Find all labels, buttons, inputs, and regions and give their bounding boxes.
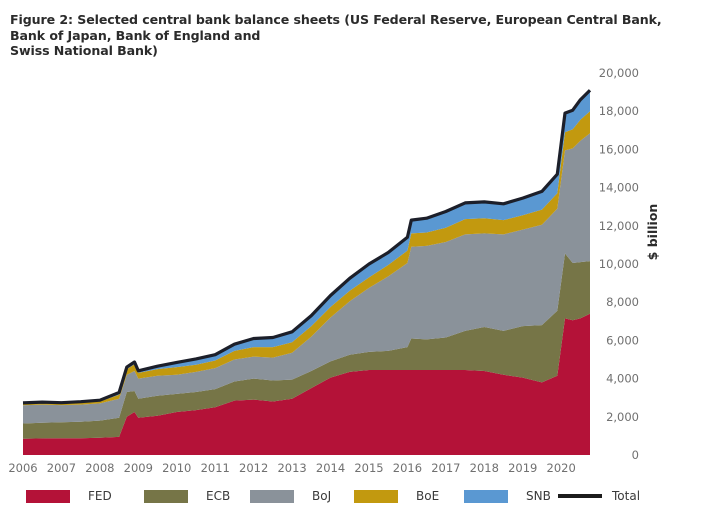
stacked-area-chart: 0 2,000 4,000 6,000 8,000 10,000 12,000 14,000 1… — [8, 66, 660, 475]
legend-label: Total — [612, 489, 641, 503]
x-tick-label: 2007 — [47, 461, 76, 475]
legend-label: SNB — [526, 489, 551, 503]
legend-label: BoE — [416, 489, 440, 503]
y-tick-label: 20,000 — [599, 66, 639, 80]
y-tick-label: 14,000 — [599, 181, 639, 195]
x-tick-label: 2015 — [354, 461, 383, 475]
y-tick-label: 18,000 — [599, 104, 639, 118]
y-tick-label: 4,000 — [606, 372, 639, 386]
legend-label: BoJ — [312, 489, 332, 503]
y-tick-label: 16,000 — [599, 142, 639, 156]
y-tick-label: 0 — [632, 448, 639, 462]
legend-item-ecb: ECB — [144, 486, 230, 506]
x-tick-label: 2019 — [508, 461, 537, 475]
legend-item-fed: FED — [26, 486, 112, 506]
legend-item-total: Total — [558, 486, 640, 506]
chart-title-line-1: Figure 2: Selected central bank balance … — [10, 12, 662, 27]
y-axis-ticks: 0 2,000 4,000 6,000 8,000 10,000 12,000 14,000 1… — [599, 66, 639, 462]
x-tick-label: 2014 — [316, 461, 345, 475]
legend-item-boj: BoJ — [250, 486, 331, 506]
y-tick-label: 10,000 — [599, 257, 639, 271]
line-total — [22, 89, 592, 405]
x-tick-label: 2013 — [277, 461, 306, 475]
legend-item-boe: BoE — [354, 486, 439, 506]
x-tick-label: 2016 — [393, 461, 422, 475]
y-tick-label: 6,000 — [606, 333, 639, 347]
x-tick-label: 2018 — [470, 461, 499, 475]
x-tick-label: 2010 — [162, 461, 191, 475]
legend-color-swatch — [250, 489, 294, 503]
x-tick-label: 2009 — [124, 461, 153, 475]
area-boj — [23, 133, 590, 424]
y-tick-label: 2,000 — [606, 410, 639, 424]
x-axis-ticks: 2006 2007 2008 2009 2010 2011 2012 2013 2014 2015… — [8, 461, 575, 475]
chart-title-line-3: Swiss National Bank) — [10, 43, 158, 58]
legend-color-swatch — [464, 489, 508, 503]
area-layers — [23, 90, 590, 455]
y-tick-label: 8,000 — [606, 295, 639, 309]
legend-color-swatch — [26, 489, 70, 503]
legend-line-swatch — [558, 494, 602, 498]
y-axis-label: $ billion — [645, 204, 660, 261]
chart-legend: FED ECB BoJ BoE SNB Total — [18, 486, 708, 506]
y-tick-label: 12,000 — [599, 219, 639, 233]
chart-title: Figure 2: Selected central bank balance … — [10, 12, 708, 59]
total-line-layer — [22, 89, 592, 405]
x-tick-label: 2011 — [201, 461, 230, 475]
area-ecb — [23, 253, 590, 439]
legend-label: FED — [88, 489, 112, 503]
legend-label: ECB — [206, 489, 231, 503]
chart-title-line-2: Bank of Japan, Bank of England and — [10, 27, 261, 43]
x-tick-label: 2020 — [547, 461, 576, 475]
legend-color-swatch — [144, 489, 188, 503]
x-tick-label: 2017 — [431, 461, 460, 475]
area-fed — [23, 313, 590, 455]
x-tick-label: 2012 — [239, 461, 268, 475]
legend-color-swatch — [354, 489, 398, 503]
x-tick-label: 2008 — [85, 461, 114, 475]
legend-item-snb: SNB — [464, 486, 551, 506]
x-tick-label: 2006 — [8, 461, 37, 475]
